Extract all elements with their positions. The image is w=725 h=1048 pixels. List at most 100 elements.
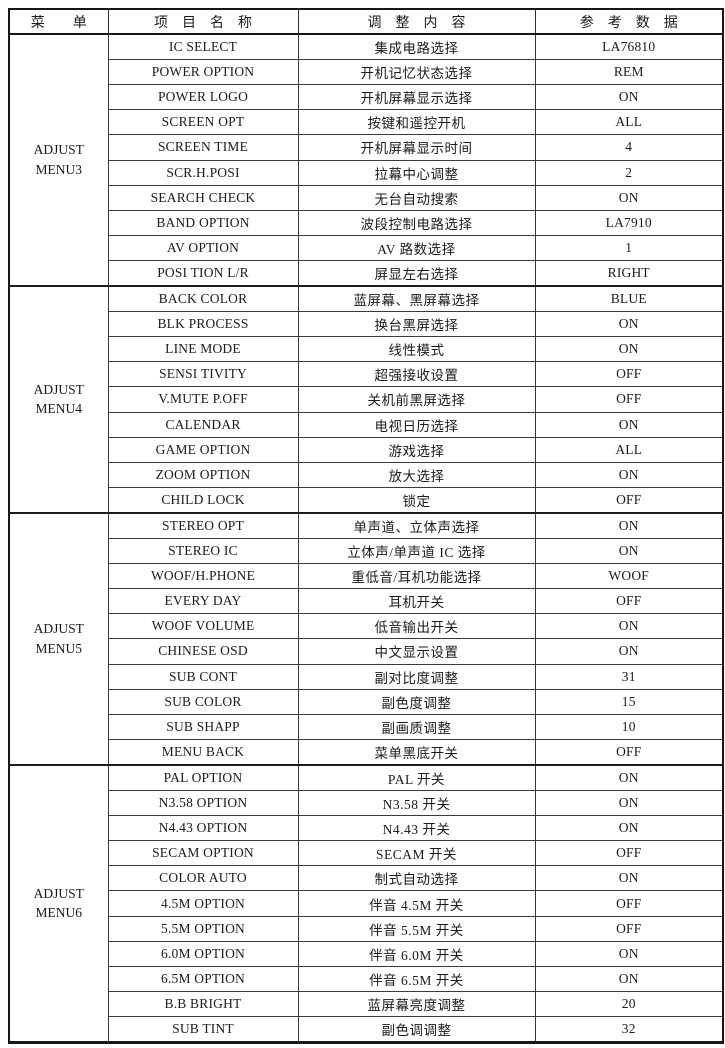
adjust-content-cell: 蓝屏幕、黑屏幕选择: [297, 285, 536, 312]
reference-value-cell: ON: [534, 865, 724, 892]
reference-value-cell: ON: [534, 789, 724, 816]
table-row: SECAM OPTION SECAM 开关 OFF: [9, 839, 724, 867]
item-name-cell: AV OPTION: [107, 235, 299, 262]
reference-value-cell: 2: [534, 159, 724, 186]
item-name-cell: CHINESE OSD: [107, 638, 299, 665]
item-name-cell: SUB SHAPP: [107, 713, 299, 741]
item-name-cell: MENU BACK: [107, 739, 299, 766]
table-row: BAND OPTION 波段控制电路选择 LA7910: [9, 209, 724, 237]
table-row: 6.0M OPTION 伴音 6.0M 开关 ON: [9, 940, 724, 968]
table-row: V.MUTE P.OFF 关机前黑屏选择 OFF: [9, 386, 724, 413]
adjust-content-cell: 单声道、立体声选择: [297, 511, 536, 539]
reference-value-cell: ON: [534, 184, 724, 211]
adjust-content-cell: 立体声/单声道 IC 选择: [297, 537, 536, 564]
item-name-cell: STEREO OPT: [107, 511, 299, 539]
table-row: WOOF VOLUME 低音输出开关 ON: [9, 613, 724, 640]
adjust-content-cell: 集成电路选择: [297, 32, 536, 60]
item-name-cell: 6.0M OPTION: [107, 940, 299, 968]
table-row: 6.5M OPTION 伴音 6.5M 开关 ON: [9, 966, 724, 993]
item-name-cell: SCREEN OPT: [107, 109, 299, 136]
adjust-content-cell: 伴音 4.5M 开关: [297, 890, 536, 917]
reference-value-cell: LA76810: [534, 32, 724, 60]
table-row: EVERY DAY 耳机开关 OFF: [9, 587, 724, 615]
table-row: SCREEN OPT 按键和遥控开机 ALL: [9, 109, 724, 136]
adjust-content-cell: N3.58 开关: [297, 789, 536, 816]
item-name-cell: CALENDAR: [107, 411, 299, 438]
adjust-content-cell: 副对比度调整: [297, 663, 536, 690]
adjust-content-cell: 副色度调整: [297, 688, 536, 715]
table-row: LINE MODE 线性模式 ON: [9, 335, 724, 363]
reference-value-cell: REM: [534, 58, 724, 85]
reference-value-cell: 1: [534, 235, 724, 262]
item-name-cell: LINE MODE: [107, 335, 299, 363]
adjust-content-cell: 按键和遥控开机: [297, 109, 536, 136]
menu-group-label-line2: MENU3: [35, 162, 83, 178]
adjust-content-cell: 屏显左右选择: [297, 260, 536, 287]
item-name-cell: COLOR AUTO: [107, 865, 299, 892]
adjust-content-cell: 伴音 6.5M 开关: [297, 966, 536, 993]
table-row: 5.5M OPTION 伴音 5.5M 开关 OFF: [9, 915, 724, 942]
adjust-content-cell: 无台自动搜索: [297, 184, 536, 211]
menu-group-label-line1: ADJUST: [33, 885, 84, 901]
menu-group-label-line2: MENU4: [35, 401, 83, 417]
adjust-content-cell: 副色调调整: [297, 1016, 536, 1043]
reference-value-cell: ON: [534, 940, 724, 968]
table-row: GAME OPTION 游戏选择 ALL: [9, 436, 724, 463]
adjust-content-cell: 中文显示设置: [297, 638, 536, 665]
item-name-cell: WOOF/H.PHONE: [107, 562, 299, 589]
reference-value-cell: OFF: [534, 487, 724, 514]
item-name-cell: N4.43 OPTION: [107, 814, 299, 842]
adjust-content-cell: 电视日历选择: [297, 411, 536, 438]
item-name-cell: BAND OPTION: [107, 209, 299, 237]
reference-value-cell: ON: [534, 83, 724, 111]
reference-value-cell: 10: [534, 713, 724, 741]
table-row: SENSI TIVITY 超强接收设置 OFF: [9, 361, 724, 388]
table-row: CALENDAR 电视日历选择 ON: [9, 411, 724, 438]
table-row: BLK PROCESS 换台黑屏选择 ON: [9, 310, 724, 337]
adjust-content-cell: 关机前黑屏选择: [297, 386, 536, 413]
reference-value-cell: 32: [534, 1016, 724, 1043]
reference-value-cell: ON: [534, 537, 724, 564]
adjust-content-cell: 菜单黑底开关: [297, 739, 536, 766]
item-name-cell: EVERY DAY: [107, 587, 299, 615]
item-name-cell: SECAM OPTION: [107, 839, 299, 867]
item-name-cell: POWER LOGO: [107, 83, 299, 111]
reference-value-cell: 4: [534, 134, 724, 161]
item-name-cell: GAME OPTION: [107, 436, 299, 463]
table-row: N4.43 OPTION N4.43 开关 ON: [9, 814, 724, 842]
reference-value-cell: 15: [534, 688, 724, 715]
reference-value-cell: ON: [534, 511, 724, 539]
item-name-cell: WOOF VOLUME: [107, 613, 299, 640]
item-name-cell: POSI TION L/R: [107, 260, 299, 287]
item-name-cell: BACK COLOR: [107, 285, 299, 312]
table-row: SUB TINT 副色调调整 32: [9, 1016, 724, 1043]
adjust-content-cell: 开机记忆状态选择: [297, 58, 536, 85]
item-name-cell: POWER OPTION: [107, 58, 299, 85]
reference-value-cell: ON: [534, 310, 724, 337]
adjust-content-cell: 重低音/耳机功能选择: [297, 562, 536, 589]
menu-group-cell: ADJUST MENU4: [8, 285, 109, 514]
item-name-cell: B.B BRIGHT: [107, 991, 299, 1018]
adjust-content-cell: AV 路数选择: [297, 235, 536, 262]
item-name-cell: SEARCH CHECK: [107, 184, 299, 211]
reference-value-cell: OFF: [534, 739, 724, 766]
adjustment-table: 菜 单 项 目 名 称 调 整 内 容 参 考 数 据 ADJUST MENU3 I…: [8, 8, 724, 1044]
adjust-content-cell: 游戏选择: [297, 436, 536, 463]
item-name-cell: BLK PROCESS: [107, 310, 299, 337]
reference-value-cell: OFF: [534, 839, 724, 867]
reference-value-cell: ON: [534, 335, 724, 363]
adjust-content-cell: 拉幕中心调整: [297, 159, 536, 186]
item-name-cell: N3.58 OPTION: [107, 789, 299, 816]
reference-value-cell: ALL: [534, 109, 724, 136]
table-row: SUB CONT 副对比度调整 31: [9, 663, 724, 690]
item-name-cell: CHILD LOCK: [107, 487, 299, 514]
reference-value-cell: RIGHT: [534, 260, 724, 287]
adjust-content-cell: 超强接收设置: [297, 361, 536, 388]
reference-value-cell: BLUE: [534, 285, 724, 312]
item-name-cell: SENSI TIVITY: [107, 361, 299, 388]
reference-value-cell: ON: [534, 763, 724, 791]
table-row: CHILD LOCK 锁定 OFF: [9, 487, 724, 514]
reference-value-cell: ALL: [534, 436, 724, 463]
table-row: SUB COLOR 副色度调整 15: [9, 688, 724, 715]
table-row: POSI TION L/R 屏显左右选择 RIGHT: [9, 260, 724, 287]
